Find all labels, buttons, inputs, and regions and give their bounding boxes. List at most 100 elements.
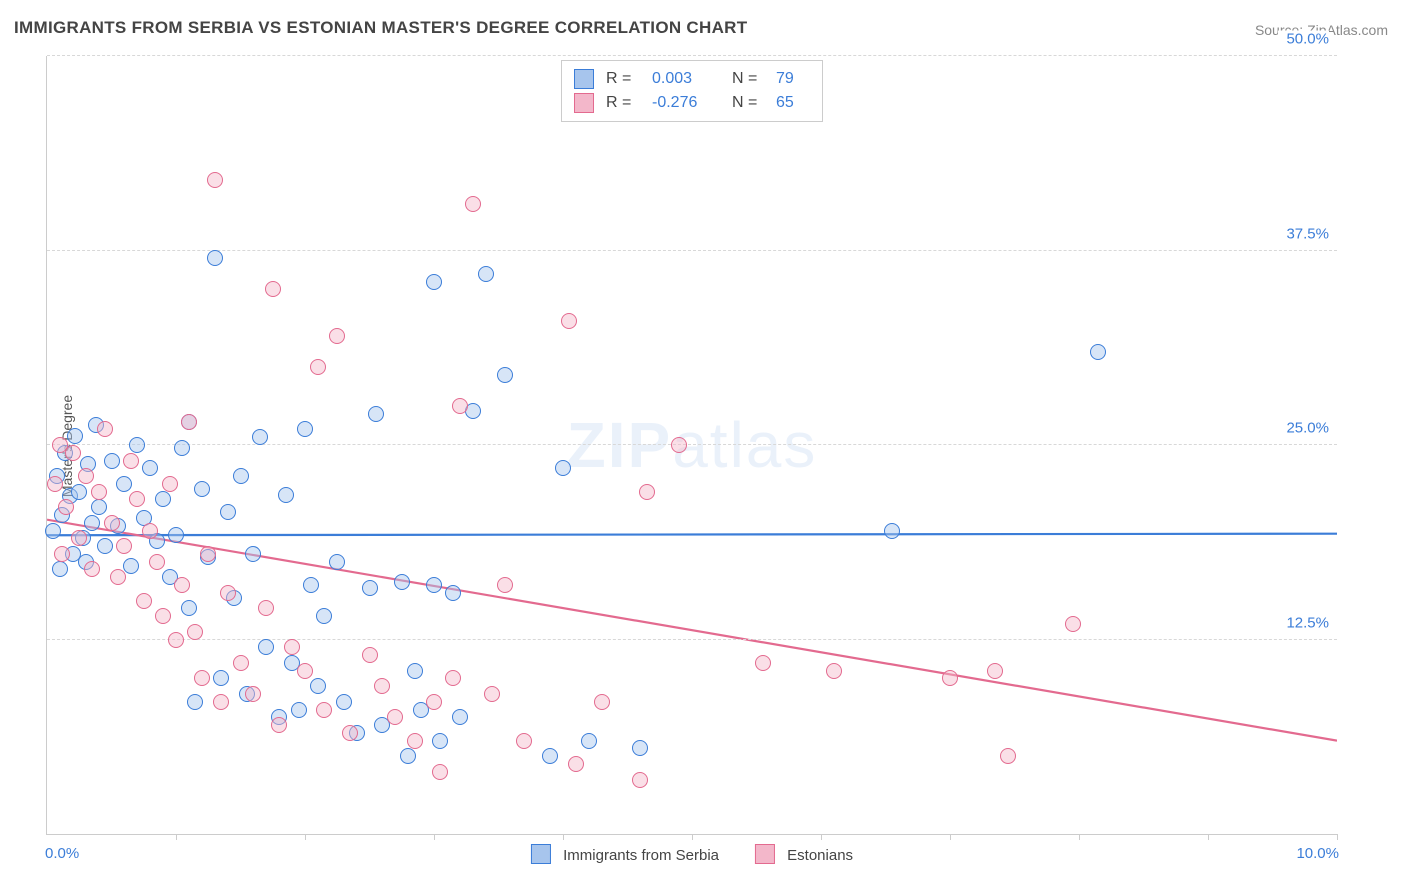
data-point-estonia (123, 453, 139, 469)
data-point-estonia (220, 585, 236, 601)
trend-line-serbia (47, 534, 1337, 536)
data-point-serbia (632, 740, 648, 756)
data-point-serbia (497, 367, 513, 383)
data-point-estonia (47, 476, 63, 492)
data-point-serbia (233, 468, 249, 484)
data-point-serbia (884, 523, 900, 539)
data-point-serbia (129, 437, 145, 453)
x-tick (305, 834, 306, 840)
data-point-serbia (213, 670, 229, 686)
data-point-estonia (516, 733, 532, 749)
x-tick (434, 834, 435, 840)
data-point-estonia (407, 733, 423, 749)
legend-swatch-serbia (531, 844, 551, 864)
data-point-estonia (181, 414, 197, 430)
data-point-estonia (329, 328, 345, 344)
data-point-serbia (123, 558, 139, 574)
correlation-legend: R = 0.003 N = 79 R = -0.276 N = 65 (561, 60, 823, 122)
x-tick (821, 834, 822, 840)
gridline (47, 444, 1337, 445)
legend-label-serbia: Immigrants from Serbia (563, 847, 719, 864)
data-point-serbia (362, 580, 378, 596)
data-point-estonia (58, 499, 74, 515)
n-label: N = (732, 67, 764, 91)
data-point-serbia (400, 748, 416, 764)
data-point-serbia (336, 694, 352, 710)
n-value-serbia: 79 (776, 67, 806, 91)
data-point-serbia (245, 546, 261, 562)
data-point-serbia (407, 663, 423, 679)
data-point-estonia (632, 772, 648, 788)
data-point-serbia (426, 577, 442, 593)
data-point-estonia (426, 694, 442, 710)
data-point-estonia (265, 281, 281, 297)
data-point-estonia (142, 523, 158, 539)
data-point-estonia (826, 663, 842, 679)
data-point-estonia (129, 491, 145, 507)
data-point-estonia (465, 196, 481, 212)
data-point-estonia (452, 398, 468, 414)
data-point-estonia (561, 313, 577, 329)
data-point-estonia (245, 686, 261, 702)
data-point-serbia (142, 460, 158, 476)
n-value-estonia: 65 (776, 91, 806, 115)
data-point-estonia (162, 476, 178, 492)
data-point-estonia (362, 647, 378, 663)
data-point-serbia (478, 266, 494, 282)
data-point-estonia (445, 670, 461, 686)
data-point-estonia (54, 546, 70, 562)
data-point-serbia (426, 274, 442, 290)
data-point-estonia (271, 717, 287, 733)
data-point-estonia (213, 694, 229, 710)
data-point-estonia (755, 655, 771, 671)
data-point-serbia (174, 440, 190, 456)
legend-item-estonia: Estonians (755, 844, 853, 864)
x-axis-min-label: 0.0% (45, 845, 79, 862)
data-point-estonia (207, 172, 223, 188)
data-point-serbia (303, 577, 319, 593)
data-point-serbia (155, 491, 171, 507)
data-point-estonia (233, 655, 249, 671)
gridline (47, 250, 1337, 251)
data-point-serbia (368, 406, 384, 422)
chart-title: IMMIGRANTS FROM SERBIA VS ESTONIAN MASTE… (14, 18, 747, 38)
data-point-estonia (316, 702, 332, 718)
data-point-estonia (1000, 748, 1016, 764)
data-point-serbia (581, 733, 597, 749)
correlation-row-serbia: R = 0.003 N = 79 (574, 67, 806, 91)
data-point-serbia (555, 460, 571, 476)
data-point-serbia (310, 678, 326, 694)
data-point-estonia (78, 468, 94, 484)
data-point-estonia (432, 764, 448, 780)
y-tick-label: 25.0% (1278, 420, 1329, 437)
gridline (47, 55, 1337, 56)
data-point-estonia (65, 445, 81, 461)
data-point-serbia (452, 709, 468, 725)
y-tick-label: 12.5% (1278, 614, 1329, 631)
chart-container: IMMIGRANTS FROM SERBIA VS ESTONIAN MASTE… (0, 0, 1406, 892)
watermark: ZIPatlas (567, 408, 818, 482)
data-point-estonia (284, 639, 300, 655)
data-point-estonia (484, 686, 500, 702)
r-value-estonia: -0.276 (652, 91, 720, 115)
data-point-serbia (445, 585, 461, 601)
data-point-estonia (568, 756, 584, 772)
data-point-serbia (71, 484, 87, 500)
x-axis-max-label: 10.0% (1296, 845, 1339, 862)
data-point-serbia (207, 250, 223, 266)
data-point-serbia (278, 487, 294, 503)
data-point-estonia (310, 359, 326, 375)
data-point-serbia (67, 428, 83, 444)
data-point-serbia (329, 554, 345, 570)
data-point-serbia (316, 608, 332, 624)
data-point-estonia (258, 600, 274, 616)
data-point-serbia (181, 600, 197, 616)
data-point-estonia (200, 546, 216, 562)
data-point-serbia (394, 574, 410, 590)
trend-lines-layer (47, 56, 1337, 834)
legend-item-serbia: Immigrants from Serbia (531, 844, 719, 864)
data-point-estonia (104, 515, 120, 531)
series-legend: Immigrants from Serbia Estonians (531, 844, 853, 864)
data-point-serbia (297, 421, 313, 437)
watermark-thin: atlas (672, 409, 817, 481)
